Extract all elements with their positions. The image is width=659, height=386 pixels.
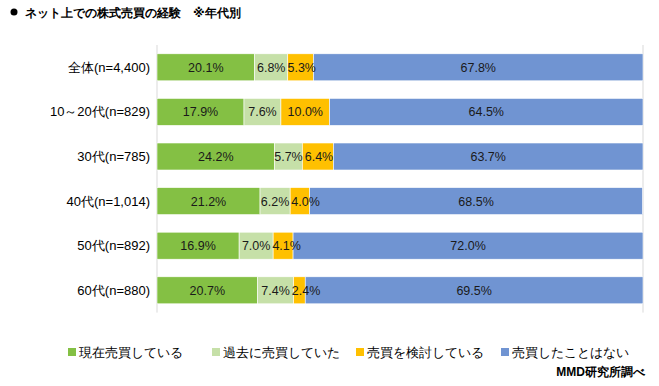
legend-label: 売買したことはない bbox=[512, 345, 629, 360]
data-label: 5.3% bbox=[287, 61, 316, 75]
bar bbox=[157, 143, 275, 170]
bar bbox=[293, 232, 643, 259]
data-label: 2.4% bbox=[292, 284, 321, 298]
bar bbox=[333, 143, 643, 170]
category-label: 60代(n=880) bbox=[77, 283, 150, 298]
data-label: 20.1% bbox=[188, 61, 223, 75]
data-label: 7.0% bbox=[242, 239, 271, 253]
bar bbox=[310, 188, 643, 215]
bar bbox=[157, 98, 244, 125]
data-label: 17.9% bbox=[183, 105, 218, 119]
chart: ネット上での株式売買の経験 ※年代別 20.1% 6.8%5.3% 67.8% 17.9… bbox=[0, 0, 659, 386]
bars bbox=[157, 54, 643, 304]
data-label: 20.7% bbox=[190, 284, 225, 298]
data-label: 6.4% bbox=[305, 150, 334, 164]
data-label: 10.0% bbox=[288, 105, 323, 119]
bar bbox=[258, 277, 294, 304]
bar bbox=[302, 143, 333, 170]
bar bbox=[281, 98, 330, 125]
legend-swatch bbox=[212, 348, 220, 356]
bar bbox=[330, 98, 643, 125]
axis-start bbox=[157, 45, 158, 313]
legend-label: 現在売買している bbox=[79, 345, 183, 360]
bar bbox=[244, 98, 281, 125]
data-label: 7.6% bbox=[248, 105, 277, 119]
bar bbox=[313, 54, 643, 81]
axis-end bbox=[643, 45, 644, 313]
bar bbox=[157, 188, 260, 215]
data-label: 63.7% bbox=[470, 150, 505, 164]
bar bbox=[305, 277, 643, 304]
bar bbox=[255, 54, 288, 81]
data-label: 6.2% bbox=[261, 195, 290, 209]
data-label: 24.2% bbox=[198, 150, 233, 164]
data-label: 4.0% bbox=[291, 195, 320, 209]
source-note: MMD研究所調べ bbox=[556, 365, 646, 379]
bar bbox=[275, 143, 303, 170]
data-labels: 20.1% 6.8%5.3% 67.8% 17.9% 7.6% 10.0% 64.5% 24.… bbox=[180, 61, 506, 298]
bar bbox=[157, 277, 258, 304]
data-label: 7.4% bbox=[261, 284, 290, 298]
bar bbox=[260, 188, 290, 215]
data-label: 69.5% bbox=[456, 284, 491, 298]
title: ネット上での株式売買の経験 ※年代別 bbox=[25, 6, 241, 20]
data-label: 5.7% bbox=[274, 150, 303, 164]
data-label: 16.9% bbox=[180, 239, 215, 253]
legend-label: 過去に売買していた bbox=[223, 345, 340, 360]
legend-swatch bbox=[501, 348, 509, 356]
data-label: 21.2% bbox=[191, 195, 226, 209]
data-label: 6.8% bbox=[257, 61, 286, 75]
category-label: 40代(n=1,014) bbox=[67, 194, 150, 209]
data-label: 72.0% bbox=[450, 239, 485, 253]
legend-swatch bbox=[356, 348, 364, 356]
legend-swatch bbox=[68, 348, 76, 356]
data-label: 68.5% bbox=[458, 195, 493, 209]
data-label: 4.1% bbox=[272, 239, 301, 253]
bar bbox=[157, 54, 255, 81]
category-label: 50代(n=892) bbox=[77, 238, 150, 253]
data-label: 67.8% bbox=[461, 61, 496, 75]
bar bbox=[157, 232, 239, 259]
category-label: 10～20代(n=829) bbox=[50, 104, 150, 119]
title-bullet bbox=[11, 9, 18, 16]
category-label: 30代(n=785) bbox=[77, 149, 150, 164]
legend-label: 売買を検討している bbox=[367, 345, 484, 360]
data-label: 64.5% bbox=[469, 105, 504, 119]
bar bbox=[239, 232, 273, 259]
category-label: 全体(n=4,400) bbox=[68, 60, 150, 75]
